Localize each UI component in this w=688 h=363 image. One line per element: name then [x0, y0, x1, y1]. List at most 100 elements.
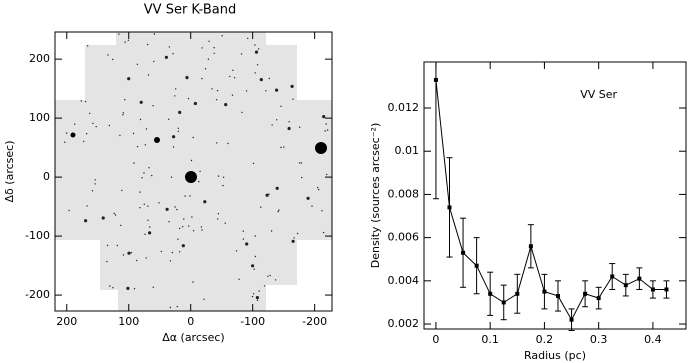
- star: [144, 233, 146, 235]
- star: [80, 100, 83, 102]
- star: [254, 50, 259, 54]
- star: [317, 186, 319, 189]
- star: [176, 208, 178, 211]
- star: [149, 226, 151, 228]
- star: [229, 75, 231, 78]
- star: [201, 47, 203, 49]
- star: [207, 58, 210, 60]
- star: [74, 123, 76, 125]
- star: [277, 210, 279, 213]
- point: [623, 283, 628, 288]
- star: [153, 60, 155, 63]
- star: [187, 97, 190, 100]
- x-axis-label: Δα (arcsec): [162, 331, 224, 344]
- star: [121, 189, 123, 192]
- star: [213, 47, 215, 49]
- star: [136, 259, 138, 262]
- x-tick-label: 0: [432, 333, 439, 346]
- star: [258, 290, 260, 292]
- star: [288, 121, 290, 123]
- star: [211, 88, 213, 90]
- x-tick-label: -200: [302, 315, 327, 328]
- star: [153, 33, 156, 35]
- point: [433, 77, 438, 82]
- y-tick-label: 200: [29, 52, 50, 65]
- star: [275, 88, 279, 92]
- star: [263, 285, 266, 287]
- star: [213, 52, 215, 54]
- star: [170, 176, 173, 178]
- star: [86, 45, 89, 47]
- star: [92, 122, 94, 125]
- point: [488, 291, 493, 296]
- point: [569, 317, 574, 322]
- star: [326, 173, 328, 176]
- star: [168, 221, 170, 223]
- star: [94, 183, 96, 185]
- star: [108, 124, 111, 127]
- star: [165, 207, 169, 211]
- point: [501, 300, 506, 305]
- star-field: [64, 33, 329, 309]
- star: [148, 231, 152, 235]
- star: [185, 76, 189, 80]
- star: [270, 230, 273, 232]
- star: [253, 268, 255, 270]
- star: [174, 206, 176, 208]
- star: [141, 177, 143, 179]
- star: [251, 264, 255, 268]
- star: [242, 230, 244, 232]
- star: [322, 115, 326, 119]
- star: [94, 179, 96, 181]
- star: [84, 100, 87, 103]
- x-tick-label: 0.2: [536, 333, 554, 346]
- star: [152, 286, 154, 288]
- star: [242, 238, 245, 240]
- star: [132, 132, 135, 135]
- star: [154, 137, 160, 143]
- star: [192, 281, 194, 283]
- x-tick-label: 0: [187, 315, 194, 328]
- star: [227, 142, 229, 145]
- star: [216, 142, 218, 144]
- star: [203, 200, 207, 204]
- star: [257, 48, 260, 50]
- star: [174, 95, 176, 97]
- star: [215, 99, 218, 101]
- star: [130, 251, 133, 254]
- star: [322, 231, 325, 234]
- star: [181, 226, 184, 228]
- star: [112, 58, 114, 61]
- star: [224, 222, 226, 224]
- star: [193, 101, 197, 106]
- star: [181, 244, 185, 248]
- image-frame: [54, 31, 333, 312]
- star: [106, 244, 109, 247]
- star: [192, 230, 195, 232]
- point: [515, 291, 520, 296]
- bright-star: [315, 142, 327, 154]
- star: [178, 227, 181, 230]
- star: [293, 237, 295, 239]
- star: [136, 145, 139, 148]
- star: [172, 53, 174, 55]
- y-tick-label: -100: [25, 229, 50, 242]
- star: [91, 190, 94, 192]
- star: [86, 205, 88, 207]
- star: [178, 110, 182, 114]
- y-tick-label: 0.006: [388, 231, 420, 244]
- star: [164, 55, 168, 59]
- star: [113, 212, 115, 215]
- star: [271, 124, 273, 126]
- star: [169, 306, 172, 309]
- star: [251, 295, 254, 298]
- star: [148, 167, 150, 169]
- star: [299, 126, 301, 128]
- star: [252, 162, 255, 165]
- star: [70, 132, 76, 138]
- star: [238, 278, 240, 280]
- star: [133, 288, 136, 290]
- star: [169, 260, 172, 262]
- x-tick-label: 0.1: [481, 333, 499, 346]
- plot-frame: [423, 61, 687, 330]
